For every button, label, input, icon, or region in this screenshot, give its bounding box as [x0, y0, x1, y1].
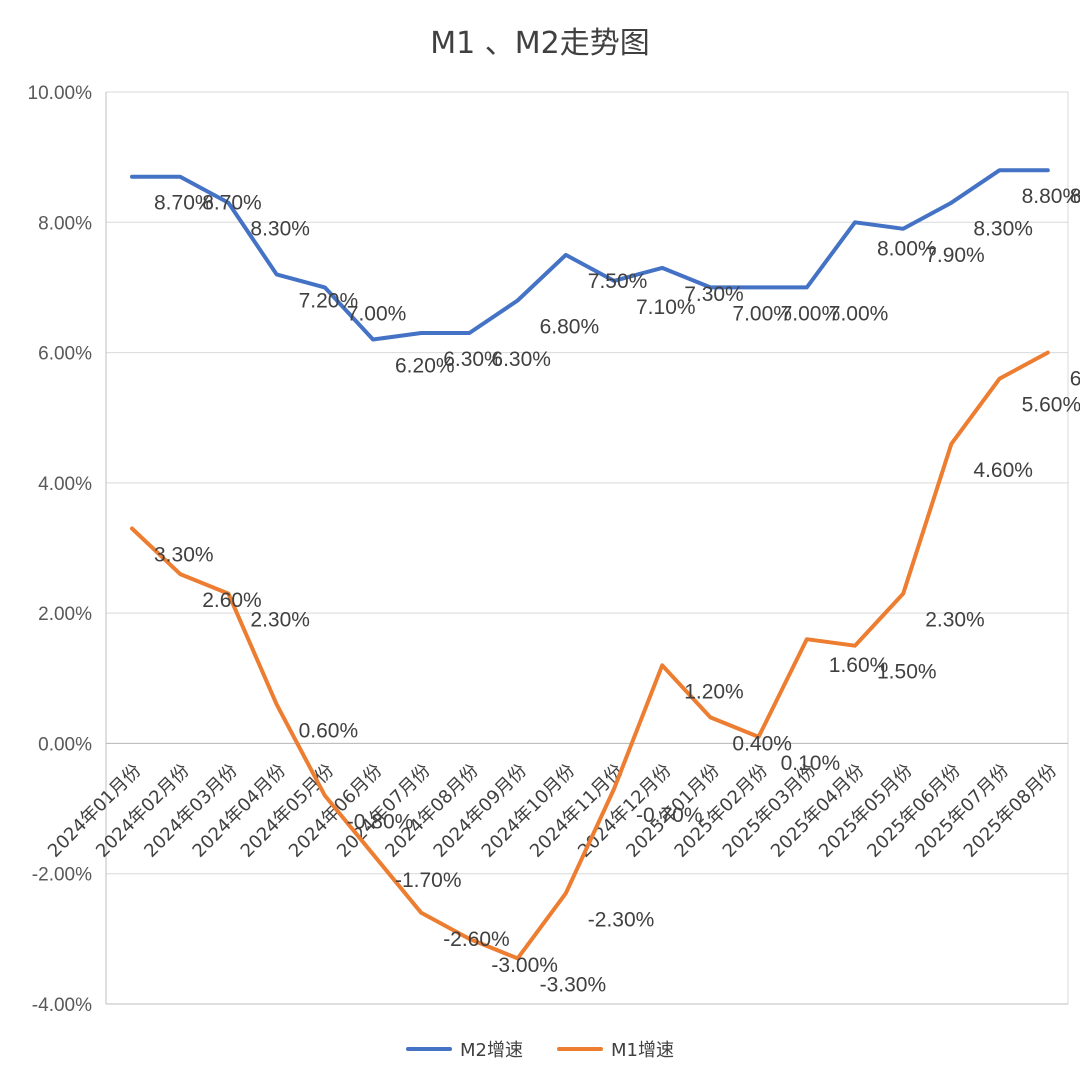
y-tick-labels: -4.00% -2.00% 0.00% 2.00% 4.00% 6.00% 8.00% 10.… [28, 83, 93, 1016]
data-label-m1: 1.60% [829, 654, 889, 677]
legend-label-m1: M1增速 [611, 1040, 674, 1061]
data-label-m1: 1.50% [877, 661, 937, 684]
data-label-m2: 8.30% [973, 218, 1033, 241]
data-label-m2: 8.80% [1070, 185, 1080, 208]
chart-title: M1 、M2走势图 [430, 26, 650, 61]
data-label-m2: 8.30% [250, 218, 310, 241]
data-label-m1: 6.00% [1070, 368, 1080, 391]
y-tick-label: 8.00% [38, 213, 92, 234]
data-label-m1: -2.30% [588, 908, 655, 931]
y-tick-label: 10.00% [28, 83, 93, 104]
data-label-m2: 6.80% [540, 315, 600, 338]
data-label-m2: 7.10% [636, 296, 696, 319]
data-label-m2: 7.90% [925, 244, 985, 267]
data-label-m2: 8.00% [877, 237, 937, 260]
legend-item-m1[interactable]: M1增速 [557, 1036, 674, 1062]
data-label-m2: 6.20% [395, 355, 455, 378]
legend-swatch-m1 [557, 1047, 603, 1051]
data-label-m1: 0.10% [781, 752, 841, 775]
legend-item-m2[interactable]: M2增速 [406, 1036, 523, 1062]
legend: M2增速 M1增速 [0, 1036, 1080, 1062]
data-label-m1: -2.60% [443, 928, 510, 951]
data-label-m2: 7.00% [732, 302, 792, 325]
x-tick-labels: 2024年01月份2024年02月份2024年03月份2024年04月份2024… [44, 760, 1061, 862]
data-label-m2: 7.30% [684, 283, 744, 306]
y-tick-label: 2.00% [38, 604, 92, 625]
data-label-m1: 3.30% [154, 543, 214, 566]
data-label-m1: 4.60% [973, 459, 1033, 482]
series-line-m1 [130, 350, 1050, 961]
data-label-m2: 6.30% [491, 348, 551, 371]
data-label-m1: -1.70% [395, 869, 462, 892]
data-label-m2: 6.30% [443, 348, 503, 371]
data-label-m2: 7.00% [347, 302, 407, 325]
data-label-m1: 0.60% [299, 719, 359, 742]
legend-label-m2: M2增速 [460, 1040, 523, 1061]
data-label-m2: 7.20% [299, 289, 359, 312]
series-lines [130, 168, 1050, 961]
series-line-m2 [130, 168, 1050, 342]
y-tick-label: 4.00% [38, 474, 92, 495]
data-label-m1: -3.00% [491, 954, 558, 977]
data-label-m2: 8.70% [154, 192, 214, 215]
data-label-m1: 2.60% [202, 589, 262, 612]
legend-swatch-m2 [406, 1047, 453, 1051]
data-label-m1: 2.30% [925, 609, 985, 632]
data-label-m2: 8.70% [202, 192, 262, 215]
data-label-m1: 2.30% [250, 609, 310, 632]
data-label-m2: 8.80% [1022, 185, 1080, 208]
data-label-m2: 7.00% [829, 302, 889, 325]
data-label-m1: -3.30% [540, 973, 607, 996]
data-label-m1: -0.70% [636, 804, 703, 827]
data-labels: 8.70%8.70%8.30%7.20%7.00%6.20%6.30%6.30%… [154, 185, 1080, 996]
data-label-m1: 0.40% [732, 732, 792, 755]
data-label-m1: -0.80% [347, 811, 414, 834]
data-label-m1: 5.60% [1022, 394, 1080, 417]
y-tick-label: -2.00% [32, 865, 92, 886]
y-tick-label: -4.00% [32, 995, 92, 1016]
data-label-m1: 1.20% [684, 680, 744, 703]
data-label-m2: 7.50% [588, 270, 648, 293]
y-tick-label: 6.00% [38, 344, 92, 365]
axes [105, 92, 1069, 1005]
y-tick-label: 0.00% [38, 734, 92, 755]
data-label-m2: 7.00% [781, 302, 841, 325]
